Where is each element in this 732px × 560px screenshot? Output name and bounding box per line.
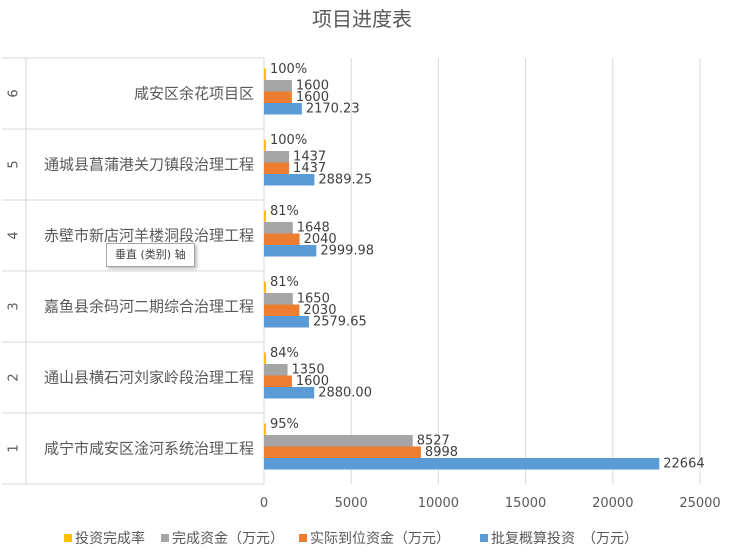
x-tick-label: 20000 xyxy=(592,496,633,511)
category-group-label: 5 xyxy=(7,160,22,168)
legend-label: 完成资金（万元） xyxy=(172,531,284,547)
legend-label: 投资完成率 xyxy=(75,530,145,547)
legend-label: 实际到位资金（万元） xyxy=(310,531,450,547)
data-label: 95% xyxy=(270,417,299,432)
bar-2 xyxy=(264,364,288,376)
category-group-label: 3 xyxy=(7,302,22,310)
x-tick-label: 0 xyxy=(260,496,268,511)
bar-4 xyxy=(264,174,315,186)
axis-tooltip: 垂直 (类别) 轴 xyxy=(106,243,195,267)
data-label: 1437 xyxy=(293,161,326,176)
bar-2 xyxy=(264,293,293,305)
data-label: 84% xyxy=(270,346,299,361)
data-label: 8998 xyxy=(425,445,458,460)
category-group-label: 2 xyxy=(7,373,22,381)
bar-3 xyxy=(264,162,290,174)
data-label: 1648 xyxy=(297,220,330,235)
bar-1 xyxy=(264,68,266,80)
bar-4 xyxy=(264,387,315,399)
bar-3 xyxy=(264,233,300,245)
bar-1 xyxy=(264,423,266,435)
legend-swatch xyxy=(161,534,169,542)
data-label: 2170.23 xyxy=(306,101,360,116)
category-label: 咸宁市咸安区淦河系统治理工程 xyxy=(44,440,254,458)
x-tick-label: 5000 xyxy=(335,496,368,511)
data-label: 81% xyxy=(270,275,299,290)
chart-title: 项目进度表 xyxy=(312,7,412,31)
legend-label: 批复概算投资 （万元） xyxy=(491,530,638,547)
category-group-label: 4 xyxy=(7,231,22,239)
data-label: 100% xyxy=(270,133,307,148)
category-group-label: 1 xyxy=(7,444,22,452)
bar-3 xyxy=(264,91,292,103)
category-label: 嘉鱼县余码河二期综合治理工程 xyxy=(44,298,254,316)
bar-3 xyxy=(264,446,421,458)
bar-2 xyxy=(264,80,292,92)
bar-2 xyxy=(264,151,290,163)
bar-1 xyxy=(264,281,266,293)
bar-2 xyxy=(264,222,293,234)
legend-swatch xyxy=(299,534,307,542)
x-tick-label: 25000 xyxy=(679,496,720,511)
data-label: 100% xyxy=(270,62,307,77)
bar-3 xyxy=(264,304,300,316)
bar-2 xyxy=(264,435,413,447)
category-label: 咸安区余花项目区 xyxy=(134,85,254,103)
data-label: 1437 xyxy=(293,149,326,164)
data-label: 1600 xyxy=(296,374,329,389)
legend: 投资完成率 完成资金（万元） 实际到位资金（万元） 批复概算投资 （万元） xyxy=(64,530,638,547)
legend-swatch xyxy=(64,534,72,542)
data-label: 1650 xyxy=(297,291,330,306)
data-label: 2889.25 xyxy=(318,172,372,187)
x-tick-label: 10000 xyxy=(418,496,459,511)
category-label: 赤壁市新店河羊楼洞段治理工程 xyxy=(44,227,254,245)
bar-1 xyxy=(264,139,266,151)
data-label: 8527 xyxy=(417,433,450,448)
data-label: 2579.65 xyxy=(313,314,367,329)
data-label: 2030 xyxy=(303,303,336,318)
bar-4 xyxy=(264,316,309,328)
x-axis-ticks: 0 5000 10000 15000 20000 25000 xyxy=(260,496,721,511)
category-label: 通山县横石河刘家岭段治理工程 xyxy=(44,369,254,387)
category-label: 通城县菖蒲港关刀镇段治理工程 xyxy=(44,156,254,174)
bars: 95%852789982266484%135016002880.0081%165… xyxy=(264,62,705,471)
category-group-label: 6 xyxy=(7,89,22,97)
data-label: 1350 xyxy=(292,362,325,377)
data-label: 2040 xyxy=(304,232,337,247)
data-label: 1600 xyxy=(296,90,329,105)
bar-1 xyxy=(264,210,266,222)
bar-4 xyxy=(264,103,302,115)
gridlines xyxy=(263,58,701,484)
bar-4 xyxy=(264,245,317,257)
bar-1 xyxy=(264,352,266,364)
category-axis[interactable]: 1 咸宁市咸安区淦河系统治理工程 2 通山县横石河刘家岭段治理工程 3 嘉鱼县余码河二期综… xyxy=(2,57,265,485)
bar-4 xyxy=(264,458,660,470)
legend-swatch xyxy=(480,534,488,542)
data-label: 1600 xyxy=(296,78,329,93)
data-label: 2880.00 xyxy=(318,385,372,400)
data-label: 2999.98 xyxy=(320,243,374,258)
data-label: 81% xyxy=(270,204,299,219)
x-tick-label: 15000 xyxy=(505,496,546,511)
bar-3 xyxy=(264,375,292,387)
data-label: 22664 xyxy=(663,456,704,471)
